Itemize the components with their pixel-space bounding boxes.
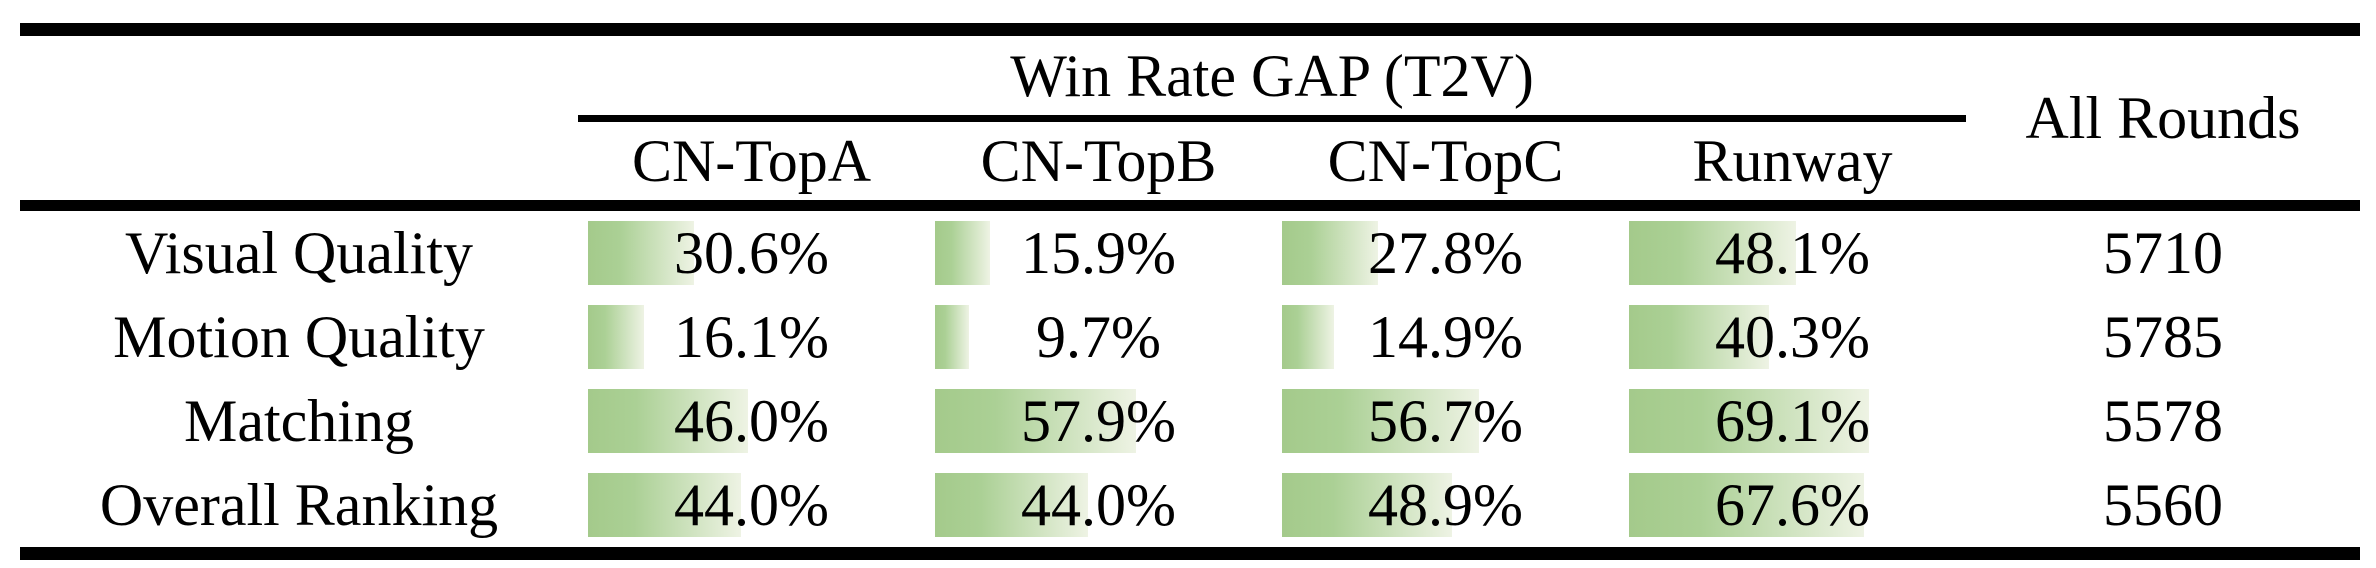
- cell-matching-runway: 69.1%: [1619, 379, 1966, 463]
- header-corner-blank: [20, 36, 578, 200]
- winrate-bar: [935, 473, 1088, 537]
- winrate-bar: [588, 305, 644, 369]
- win-rate-gap-table: Win Rate GAP (T2V) All Rounds CN-TopA CN…: [20, 23, 2360, 560]
- winrate-bar: [588, 221, 695, 285]
- column-group-title: Win Rate GAP (T2V): [578, 36, 1966, 122]
- cell-overall-ranking-cn-topa: 44.0%: [578, 463, 925, 547]
- row-label-motion-quality: Motion Quality: [113, 304, 485, 370]
- cell-motion-quality-all-rounds: 5785: [2103, 304, 2223, 370]
- winrate-bar: [1282, 305, 1334, 369]
- column-header-cn-topa: CN-TopA: [631, 128, 872, 194]
- cell-visual-quality-cn-topb: 15.9%: [925, 211, 1272, 295]
- cell-matching-all-rounds: 5578: [2103, 388, 2223, 454]
- table-body: Visual Quality 30.6% 15.9% 27.8% 48.1% 5…: [20, 211, 2360, 547]
- winrate-value: 48.9%: [1368, 472, 1523, 538]
- winrate-bar: [588, 473, 741, 537]
- cell-matching-cn-topc: 56.7%: [1272, 379, 1619, 463]
- winrate-value: 44.0%: [1021, 472, 1176, 538]
- winrate-value: 67.6%: [1715, 472, 1870, 538]
- winrate-value: 40.3%: [1715, 304, 1870, 370]
- winrate-value: 69.1%: [1715, 388, 1870, 454]
- cell-visual-quality-all-rounds: 5710: [2103, 220, 2223, 286]
- cell-visual-quality-cn-topa: 30.6%: [578, 211, 925, 295]
- winrate-value: 57.9%: [1021, 388, 1176, 454]
- winrate-value: 14.9%: [1368, 304, 1523, 370]
- winrate-value: 46.0%: [674, 388, 829, 454]
- winrate-value: 27.8%: [1368, 220, 1523, 286]
- winrate-value: 44.0%: [674, 472, 829, 538]
- winrate-bar: [1629, 473, 1864, 537]
- winrate-bar: [935, 389, 1136, 453]
- table-bottom-rule: [20, 547, 2360, 560]
- winrate-value: 30.6%: [674, 220, 829, 286]
- winrate-bar: [1282, 473, 1452, 537]
- winrate-bar: [588, 389, 748, 453]
- row-label-matching: Matching: [184, 388, 414, 454]
- cell-visual-quality-cn-topc: 27.8%: [1272, 211, 1619, 295]
- winrate-bar: [1629, 389, 1869, 453]
- column-header-cn-topc: CN-TopC: [1327, 128, 1564, 194]
- winrate-bar: [1282, 221, 1379, 285]
- cell-matching-cn-topb: 57.9%: [925, 379, 1272, 463]
- header-bottom-rule: [20, 200, 2360, 211]
- winrate-bar: [935, 221, 991, 285]
- cell-overall-ranking-runway: 67.6%: [1619, 463, 1966, 547]
- winrate-bar: [1629, 305, 1769, 369]
- winrate-bar: [935, 305, 969, 369]
- cell-motion-quality-cn-topb: 9.7%: [925, 295, 1272, 379]
- winrate-bar: [1282, 389, 1479, 453]
- table-top-rule: [20, 23, 2360, 36]
- cell-matching-cn-topa: 46.0%: [578, 379, 925, 463]
- cell-overall-ranking-cn-topb: 44.0%: [925, 463, 1272, 547]
- cell-overall-ranking-all-rounds: 5560: [2103, 472, 2223, 538]
- winrate-value: 56.7%: [1368, 388, 1523, 454]
- column-header-all-rounds: All Rounds: [2025, 85, 2301, 151]
- winrate-bar: [1629, 221, 1796, 285]
- column-header-runway: Runway: [1692, 128, 1893, 194]
- cell-motion-quality-runway: 40.3%: [1619, 295, 1966, 379]
- winrate-value: 15.9%: [1021, 220, 1176, 286]
- cell-visual-quality-runway: 48.1%: [1619, 211, 1966, 295]
- cell-motion-quality-cn-topa: 16.1%: [578, 295, 925, 379]
- winrate-value: 9.7%: [1036, 304, 1161, 370]
- row-label-overall-ranking: Overall Ranking: [99, 472, 499, 538]
- cell-overall-ranking-cn-topc: 48.9%: [1272, 463, 1619, 547]
- row-label-visual-quality: Visual Quality: [124, 220, 474, 286]
- cell-motion-quality-cn-topc: 14.9%: [1272, 295, 1619, 379]
- winrate-value: 48.1%: [1715, 220, 1870, 286]
- column-header-cn-topb: CN-TopB: [980, 128, 1217, 194]
- winrate-value: 16.1%: [674, 304, 829, 370]
- table-header: Win Rate GAP (T2V) All Rounds CN-TopA CN…: [20, 36, 2360, 200]
